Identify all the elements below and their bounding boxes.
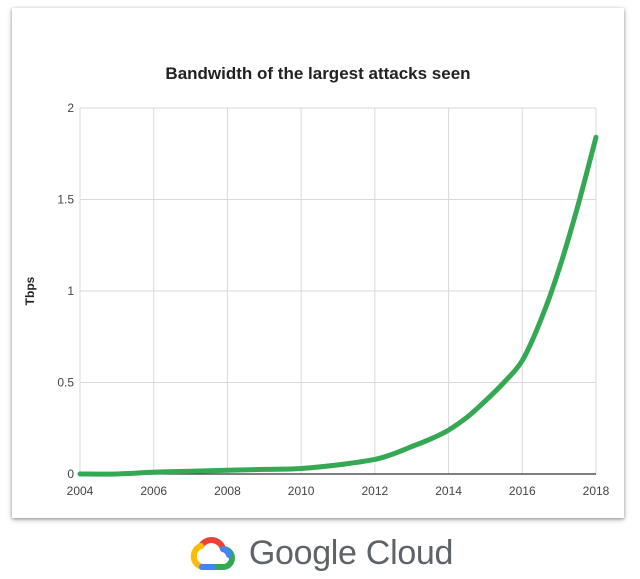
google-cloud-logo: Google Cloud xyxy=(0,528,640,578)
x-tick-label: 2004 xyxy=(67,484,94,498)
y-tick-label: 1 xyxy=(67,284,74,298)
y-tick-label: 0.5 xyxy=(57,376,74,390)
x-tick-label: 2008 xyxy=(214,484,241,498)
x-tick-label: 2014 xyxy=(435,484,462,498)
y-axis-label: Tbps xyxy=(23,276,37,305)
x-tick-label: 2016 xyxy=(509,484,536,498)
y-tick-label: 1.5 xyxy=(57,193,74,207)
series-line xyxy=(77,134,599,477)
chart-title: Bandwidth of the largest attacks seen xyxy=(165,64,471,83)
y-tick-label: 2 xyxy=(67,101,74,115)
logo-text: Google Cloud xyxy=(248,533,454,572)
x-tick-label: 2010 xyxy=(288,484,315,498)
google-cloud-icon xyxy=(190,537,235,570)
y-tick-label: 0 xyxy=(67,467,74,481)
x-tick-label: 2012 xyxy=(362,484,389,498)
x-tick-label: 2006 xyxy=(140,484,167,498)
line-chart: 0 0.5 1 1.5 2 2004 2006 2008 2010 2012 2014 2016 201… xyxy=(23,101,610,498)
x-tick-label: 2018 xyxy=(583,484,610,498)
